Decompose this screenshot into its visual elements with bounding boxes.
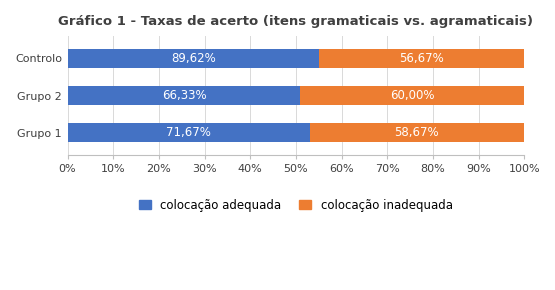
Bar	[310, 123, 524, 142]
Bar	[68, 86, 300, 105]
Title: Gráfico 1 - Taxas de acerto (itens gramaticais vs. agramaticais): Gráfico 1 - Taxas de acerto (itens grama…	[58, 15, 533, 28]
Text: 60,00%: 60,00%	[390, 89, 435, 102]
Bar	[68, 49, 319, 68]
Text: 89,62%: 89,62%	[171, 52, 215, 65]
Bar	[300, 86, 524, 105]
Text: 58,67%: 58,67%	[395, 126, 439, 139]
Text: 66,33%: 66,33%	[162, 89, 206, 102]
Legend: colocação adequada, colocação inadequada: colocação adequada, colocação inadequada	[134, 194, 457, 217]
Bar	[68, 123, 310, 142]
Text: 71,67%: 71,67%	[166, 126, 211, 139]
Bar	[319, 49, 524, 68]
Text: 56,67%: 56,67%	[399, 52, 444, 65]
